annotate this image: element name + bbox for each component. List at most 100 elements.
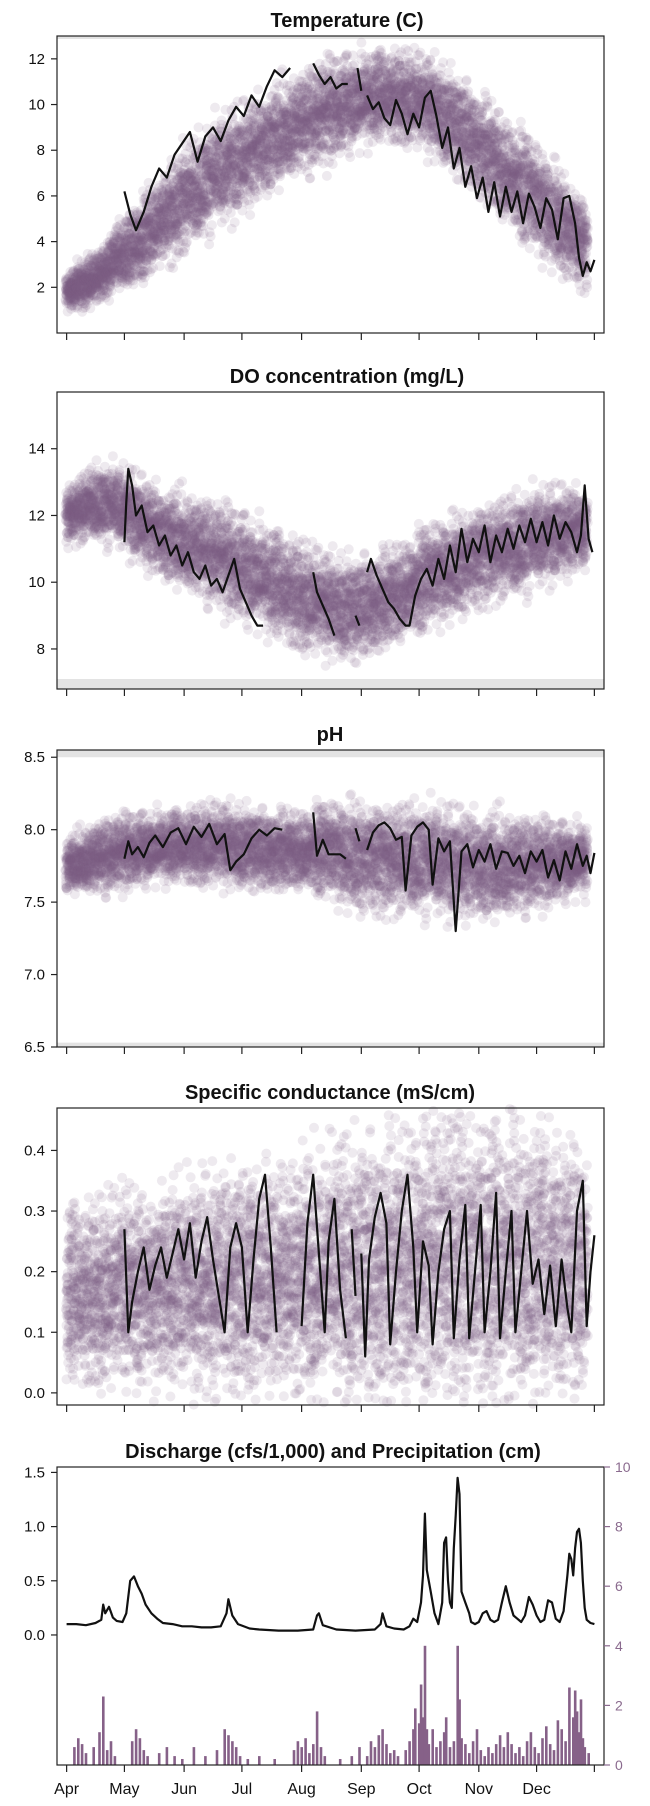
data-point (70, 287, 81, 298)
data-point (74, 289, 85, 300)
data-point (75, 285, 86, 296)
data-point (62, 281, 73, 292)
data-point (63, 295, 74, 306)
data-point (77, 298, 88, 309)
data-point (66, 292, 77, 303)
data-point (64, 288, 75, 299)
data-point (68, 294, 79, 305)
data-point (64, 283, 74, 294)
data-point (70, 293, 81, 304)
data-point (73, 265, 84, 276)
data-point (75, 268, 86, 279)
data-point (68, 265, 79, 276)
data-point (253, 84, 264, 95)
data-point (63, 274, 74, 285)
data-point (75, 291, 86, 302)
data-point (64, 271, 75, 282)
data-point (75, 274, 86, 285)
data-point (75, 277, 86, 287)
data-point (64, 277, 75, 288)
data-point (73, 278, 84, 289)
data-point (229, 217, 240, 228)
data-point (64, 293, 75, 304)
data-point (72, 274, 83, 284)
data-point (67, 279, 78, 290)
data-point (63, 297, 74, 308)
data-point (75, 286, 86, 297)
data-point (71, 287, 82, 297)
data-point (68, 284, 79, 295)
data-point (65, 266, 76, 277)
data-point (71, 290, 82, 301)
data-point (64, 281, 75, 292)
data-point (66, 303, 77, 314)
data-point (71, 287, 82, 298)
data-point (69, 297, 80, 308)
data-point (65, 286, 76, 297)
data-point (64, 288, 75, 299)
data-point (63, 273, 74, 284)
data-point (64, 289, 75, 300)
data-point (71, 282, 82, 293)
data-point (67, 276, 78, 287)
data-point (67, 288, 78, 299)
data-point (70, 294, 81, 305)
data-point (66, 278, 77, 289)
data-point (66, 278, 77, 289)
data-point (65, 284, 76, 295)
data-point (154, 261, 165, 272)
data-point (70, 284, 81, 295)
data-point (77, 306, 88, 317)
data-point (64, 287, 74, 298)
data-point (75, 284, 86, 295)
data-point (75, 288, 86, 299)
data-point (62, 280, 73, 291)
data-point (72, 267, 82, 278)
data-point (425, 55, 436, 66)
data-point (64, 287, 74, 297)
data-point (66, 269, 77, 280)
temperature-title: Temperature (C) (271, 10, 424, 32)
data-point (274, 185, 284, 196)
data-point (68, 291, 79, 302)
data-point (429, 47, 440, 57)
data-point (64, 287, 75, 298)
data-point (74, 275, 85, 286)
data-point (72, 254, 83, 265)
data-point (70, 302, 81, 313)
data-point (73, 268, 84, 279)
data-point (60, 281, 71, 292)
data-point (72, 302, 83, 313)
data-point (61, 285, 71, 296)
data-point (65, 292, 76, 303)
data-point (66, 278, 77, 288)
data-point (67, 285, 78, 296)
data-point (66, 280, 77, 291)
data-point (71, 271, 82, 282)
data-point (74, 291, 85, 302)
data-point (61, 290, 72, 301)
data-point (210, 102, 220, 113)
data-point (66, 278, 77, 289)
data-point (73, 270, 84, 280)
data-point (66, 278, 77, 289)
data-point (71, 283, 82, 294)
data-point (63, 283, 74, 294)
data-point (70, 281, 81, 292)
data-point (66, 289, 77, 300)
data-point (74, 295, 85, 306)
data-point (74, 277, 85, 288)
data-point (72, 268, 83, 279)
data-point (245, 210, 256, 220)
data-point (168, 263, 179, 273)
data-point (64, 293, 75, 304)
data-point (76, 296, 87, 307)
data-point (69, 276, 80, 287)
data-point (72, 279, 83, 290)
data-point (75, 281, 86, 292)
data-point (66, 287, 77, 298)
data-point (68, 267, 78, 278)
data-point (61, 289, 72, 300)
data-point (66, 293, 77, 304)
data-point (69, 275, 80, 285)
